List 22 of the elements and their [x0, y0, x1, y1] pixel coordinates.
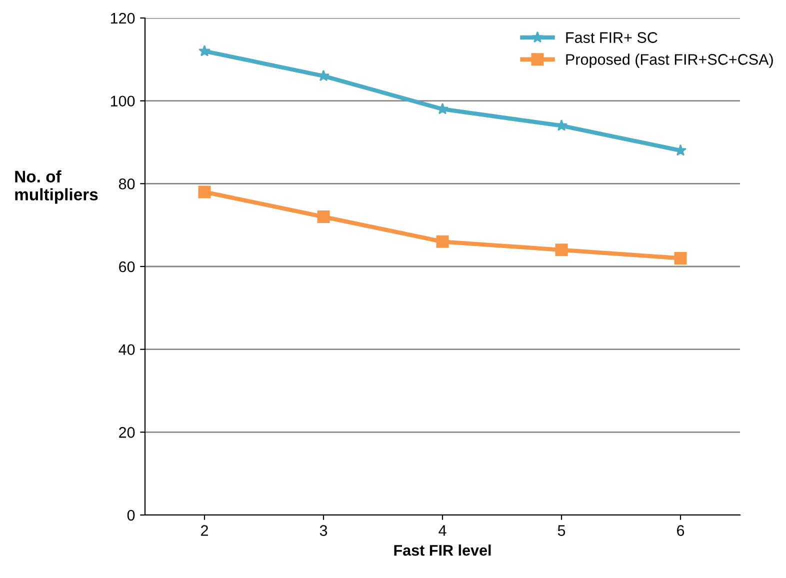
- y-tick-label: 0: [127, 510, 135, 521]
- y-tick-label: 60: [119, 261, 135, 272]
- point: [198, 44, 210, 56]
- legend-label: Fast FIR+ SC: [566, 32, 658, 43]
- x-tick-label: 3: [320, 525, 328, 536]
- x-tick-label: 4: [438, 525, 446, 536]
- x-tick-label: 6: [677, 525, 684, 536]
- x-axis-title: Fast FIR level: [394, 544, 491, 556]
- legend-label: Proposed (Fast FIR+SC+CSA): [566, 54, 773, 68]
- y-tick-label: 120: [110, 12, 135, 24]
- point: [198, 186, 211, 198]
- x-tick-label: 2: [201, 525, 208, 536]
- y-tick-label: 40: [118, 344, 135, 356]
- y-tick-label: 20: [119, 427, 135, 438]
- x-tick-label: 5: [558, 525, 566, 536]
- y-tick-label: 80: [118, 178, 135, 190]
- y-tick-label: 100: [110, 96, 135, 107]
- point: [317, 210, 330, 224]
- y-axis-title: No. of multipliers: [15, 170, 98, 204]
- point: [555, 244, 568, 256]
- point: [674, 252, 687, 264]
- point: [436, 235, 449, 248]
